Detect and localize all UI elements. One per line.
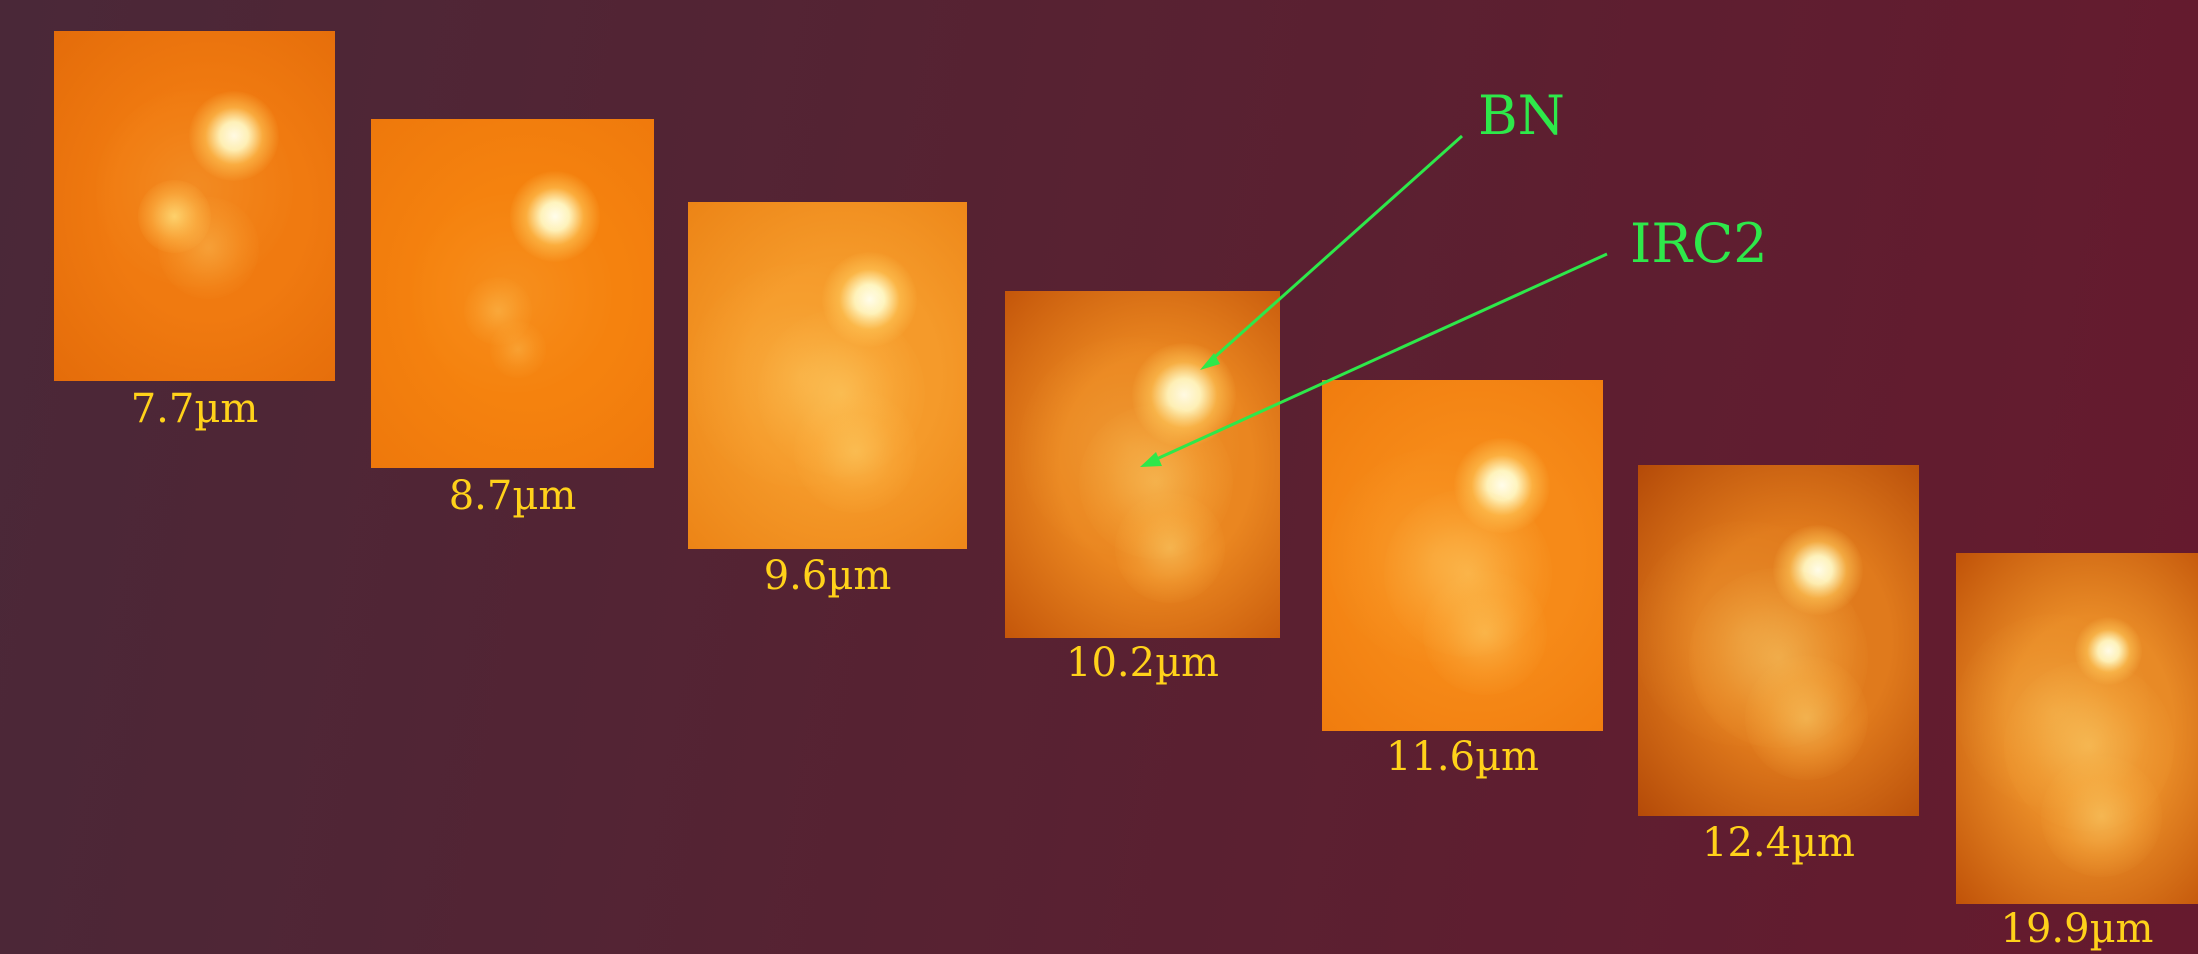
nebula-glow-blob (138, 179, 212, 254)
nebula-glow-blob (794, 390, 917, 514)
bright-source-blob (1454, 437, 1550, 534)
bright-source-blob (821, 251, 917, 347)
nebula-glow-blob (1383, 488, 1553, 658)
nebula-glow-blob (688, 263, 912, 488)
bn-arrowhead (1200, 353, 1220, 370)
nebula-glow-blob (413, 194, 612, 393)
bright-source-blob (509, 171, 601, 262)
panel-9-6um (688, 202, 967, 549)
caption-11-6um: 11.6µm (1386, 734, 1539, 780)
bn-arrow-line (1207, 134, 1463, 365)
annotation-irc2: IRC2 (1630, 212, 1768, 275)
bright-source-blob (1772, 525, 1863, 616)
panel-7-7um (54, 31, 335, 381)
nebula-glow-blob (157, 197, 260, 299)
nebula-glow-blob (1018, 337, 1239, 558)
panel-11-6um (1322, 380, 1603, 731)
caption-9-6um: 9.6µm (763, 553, 892, 599)
nebula-glow-blob (1327, 448, 1542, 663)
nebula-glow-blob (1744, 655, 1869, 780)
nebula-glow-blob (1638, 521, 1858, 746)
nebula-glow-blob (96, 90, 293, 287)
caption-19-9um: 19.9µm (2000, 906, 2154, 952)
bright-source-blob (188, 91, 279, 181)
nebula-glow-blob (464, 276, 533, 345)
caption-8-7um: 8.7µm (448, 473, 577, 519)
nebula-glow-blob (1115, 492, 1225, 603)
panel-10-2um (1005, 291, 1280, 638)
caption-10-2um: 10.2µm (1066, 640, 1219, 686)
caption-7-7um: 7.7µm (130, 386, 259, 432)
caption-12-4um: 12.4µm (1702, 820, 1855, 866)
panel-19-9um (1956, 553, 2198, 904)
panel-12-4um (1638, 465, 1919, 816)
irc2-arrow-line (1149, 252, 1608, 464)
nebula-glow-blob (489, 321, 547, 378)
nebula-glow-blob (2040, 755, 2162, 877)
annotation-bn: BN (1478, 84, 1565, 147)
panel-8-7um (371, 119, 654, 468)
nebula-glow-blob (1423, 570, 1547, 695)
nebula-glow-blob (1956, 614, 2150, 808)
nebula-glow-blob (757, 309, 926, 477)
irc2-arrowhead (1140, 452, 1162, 467)
